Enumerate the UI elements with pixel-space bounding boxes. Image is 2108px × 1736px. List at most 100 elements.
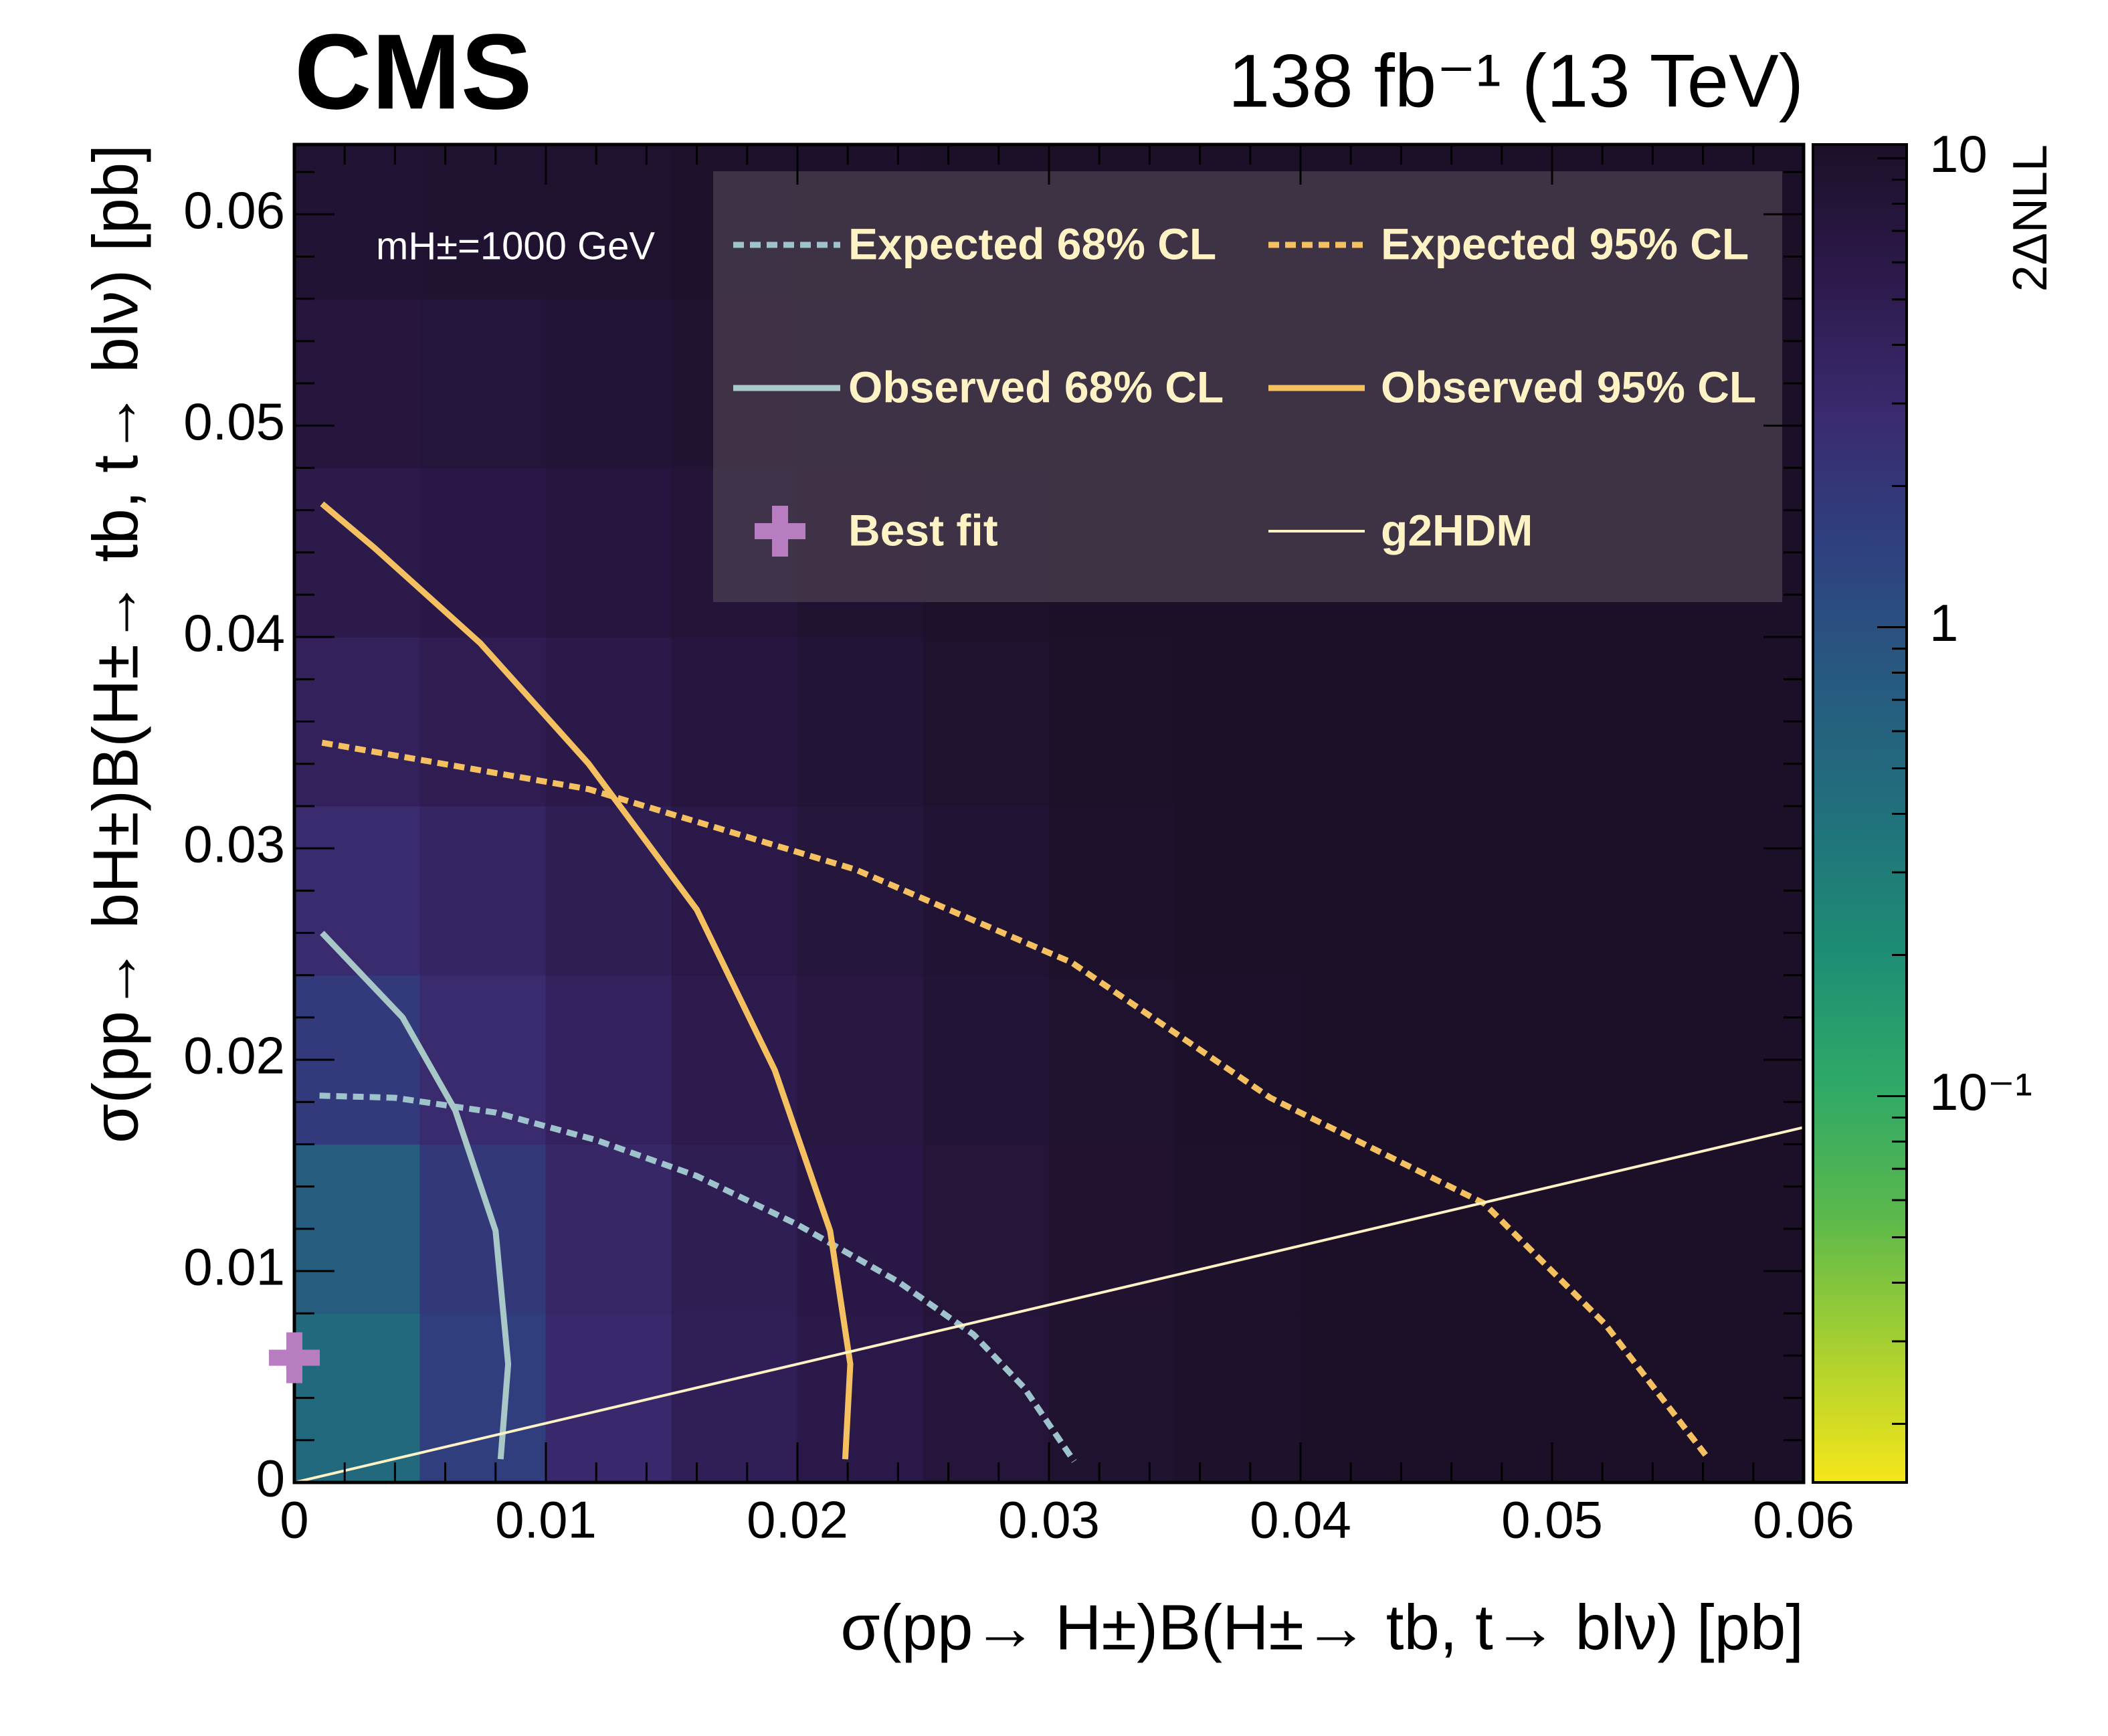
legend-label: Expected 95% CL [1381,219,1749,268]
y-tick-label: 0.04 [183,603,285,662]
heat-cell [419,1143,547,1314]
heat-cell [1048,975,1175,1145]
colorbar-tick-label: 10⁻¹ [1929,1062,2032,1121]
heat-cell [1300,636,1427,807]
heat-cell [1426,636,1553,807]
heat-cell [671,636,798,807]
heat-cell [671,975,798,1145]
legend-label: Expected 68% CL [848,219,1216,268]
contour-line [320,501,854,1460]
heat-cell [1300,805,1427,976]
heat-cell [545,467,672,638]
heat-cell [1174,975,1301,1145]
heat-cell [545,975,672,1145]
x-tick-label: 0.05 [1501,1490,1603,1549]
heat-cell [419,467,547,638]
marker-bar [772,506,788,557]
heat-cell [545,1143,672,1314]
heat-cell [797,975,924,1145]
heat-cell [1551,975,1679,1145]
colorbar-fill [1813,144,1907,1482]
x-tick-label: 0.03 [998,1490,1100,1549]
heat-cell [923,636,1050,807]
heat-cell [1551,1143,1679,1314]
heat-cell [419,298,547,468]
heat-cell [797,636,924,807]
heat-cell [1174,1313,1301,1482]
heat-cell [294,298,421,468]
contours [294,501,1804,1482]
heat-cell [1048,805,1175,976]
heat-cell [1551,636,1679,807]
heat-cell [797,805,924,976]
heat-cell [1426,1313,1553,1482]
y-tick-label: 0.02 [183,1026,285,1085]
heat-cell [797,1313,924,1482]
x-tick-label: 0.02 [747,1490,848,1549]
x-axis-title: σ(pp→ H±)B(H±→ tb, t→ blν) [pb] [840,1592,1804,1663]
heat-cell [671,1313,798,1482]
heat-cell [294,805,421,976]
heat-cell [419,805,547,976]
contour-line [294,1126,1804,1482]
heat-cell [1426,805,1553,976]
heat-cell [1048,636,1175,807]
heat-cell [419,975,547,1145]
best-fit-marker [269,1332,320,1383]
heat-cell [545,298,672,468]
heat-cell [1174,1143,1301,1314]
x-tick-label: 0.06 [1753,1490,1854,1549]
heat-cell [923,975,1050,1145]
axes: 0 0.01 0.02 0.03 0.04 0.05 0.06 0 0.01 0.02 0.03 0.… [183,142,1854,1549]
legend-box [713,171,1782,602]
colorbar: 10 1 10⁻¹ [1812,124,2032,1484]
legend-label: g2HDM [1381,505,1533,555]
x-tick-label: 0.01 [495,1490,597,1549]
heat-cell [1174,636,1301,807]
heat-cell [545,144,672,300]
heat-cell [1426,975,1553,1145]
chart-subtitle: 138 fb⁻¹ (13 TeV) [1228,39,1804,123]
legend-label: Observed 95% CL [1381,362,1756,411]
annotation: mH±=1000 GeV [376,224,655,268]
heat-cell [1677,1143,1804,1314]
heat-cell [1677,636,1804,807]
heat-cell [1048,1143,1175,1314]
heat-cell [294,144,421,300]
legend-label: Best fit [848,505,998,555]
heat-cell [419,1313,547,1482]
legend-label: Observed 68% CL [848,362,1224,411]
heatmap [294,144,1804,1482]
x-tick-label: 0.04 [1250,1490,1351,1549]
marker-bar [286,1332,302,1383]
y-axis-title: σ(pp→ bH±)B(H±→ tb, t→ blν) [pb] [80,144,151,1143]
best-fit-marker [755,506,805,557]
colorbar-tick-label: 1 [1929,593,1958,652]
heat-cell [294,636,421,807]
colorbar-tick-label: 10 [1929,124,1988,183]
heat-cell [1174,805,1301,976]
heat-cell [419,144,547,300]
x-tick-label: 0 [280,1490,308,1549]
chart-title: CMS [294,11,533,131]
heat-cell [923,1143,1050,1314]
heat-cell [923,805,1050,976]
y-tick-label: 0.03 [183,815,285,874]
heat-cell [545,636,672,807]
contour-line [319,1092,1077,1463]
legend: Expected 68% CL Expected 95% CL Observed 6… [733,219,1756,557]
heat-cell [545,805,672,976]
y-tick-label: 0.06 [183,181,285,239]
colorbar-title: 2ΔNLL [2004,144,2057,292]
heat-cell [1426,1143,1553,1314]
heat-cell [671,1143,798,1314]
heat-cell [294,1143,421,1314]
heat-cell [1300,1313,1427,1482]
y-tick-label: 0.01 [183,1238,285,1296]
heat-cell [1551,805,1679,976]
heat-cell [1677,1313,1804,1482]
heat-cell [294,1313,421,1482]
heat-cell [1300,1143,1427,1314]
y-tick-label: 0 [256,1449,285,1508]
